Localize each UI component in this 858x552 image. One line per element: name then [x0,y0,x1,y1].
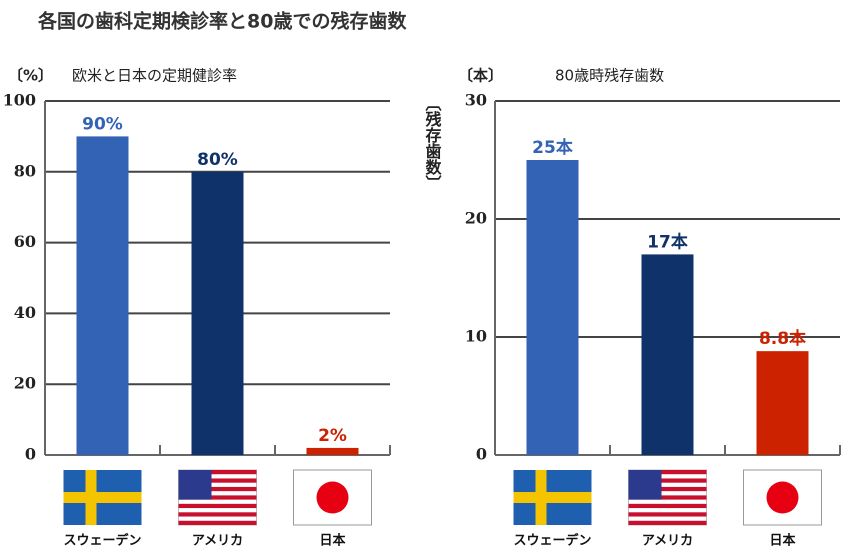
chart-title: 80歳時残存歯数 [555,67,664,85]
value-label: 8.8本 [759,328,806,349]
y-axis-label: 〔残存歯数〕 [423,95,443,191]
value-label: 2% [318,426,347,446]
x-tick-label: アメリカ [642,534,693,549]
flag-stripe [178,503,257,509]
flag-stripe [628,478,707,483]
flag-stripe [628,503,707,509]
flag-stripe [628,470,707,475]
y-tick-label: 20 [14,374,36,393]
flag-stripe [178,486,257,492]
flag-stripe [178,478,257,483]
flag-canton [628,470,662,500]
value-label: 17本 [647,231,688,252]
flag-stripe [628,486,707,492]
page-title: 各国の歯科定期検診率と80歳での残存歯数 [37,10,407,33]
y-tick-label: 80 [14,161,36,180]
y-tick-label: 100 [3,91,36,110]
value-label: 25本 [532,137,573,158]
flag-stripe [178,520,257,525]
flag-stripe [178,495,257,500]
value-label: 80% [197,150,238,170]
flag-sun [316,481,349,514]
chart-title: 欧米と日本の定期健診率 [72,67,237,85]
x-tick-label: スウェーデン [513,533,591,549]
y-tick-label: 20 [465,209,487,228]
flag-stripe [628,512,707,517]
x-tick-label: 日本 [769,533,795,549]
flag-stripe [178,512,257,517]
bar [641,254,694,455]
y-unit: 〔%〕 [8,67,53,85]
x-tick-label: アメリカ [192,534,243,549]
bar [756,351,809,455]
y-tick-label: 10 [465,327,487,346]
flag-stripe [628,495,707,500]
flag-canton [178,470,212,500]
flag-cross [63,492,142,503]
y-tick-label: 40 [14,303,36,322]
bar [191,171,244,456]
x-tick-label: 日本 [319,533,345,549]
bar [76,136,129,455]
flag-cross [513,492,592,503]
flag-stripe [628,520,707,525]
y-tick-label: 30 [465,91,487,110]
y-tick-label: 0 [476,445,487,464]
bar [306,447,359,455]
x-tick-label: スウェーデン [63,533,141,549]
value-label: 90% [82,114,123,134]
flag-stripe [178,470,257,475]
bar [526,160,579,455]
y-tick-label: 60 [14,232,36,251]
y-unit: 〔本〕 [458,67,503,85]
flag-sun [766,481,799,514]
y-tick-label: 0 [25,445,36,464]
